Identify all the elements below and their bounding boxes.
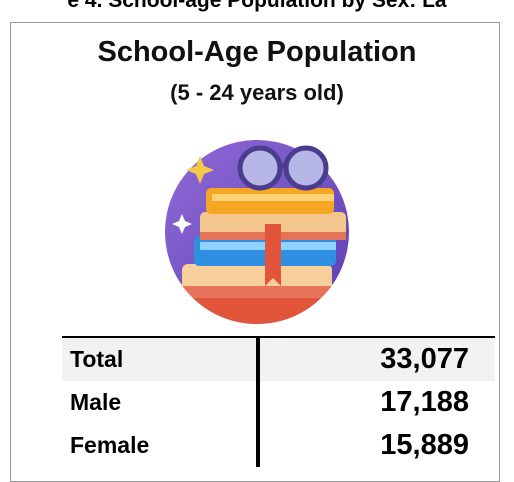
row-label: Male (62, 381, 258, 424)
page: {"header": {"caption": "e 4. School-age … (0, 0, 514, 468)
title: School-Age Population (0, 36, 514, 69)
row-value: 33,077 (258, 337, 495, 381)
row: Female 15,889 (62, 424, 495, 467)
row: Male 17,188 (62, 381, 495, 424)
row-label: Female (62, 424, 258, 467)
row-label: Total (62, 337, 258, 381)
books-icon (160, 136, 354, 326)
row-value: 15,889 (258, 424, 495, 467)
population-table: Total 33,077 Male 17,188 Female 15,889 (62, 336, 495, 467)
row-value: 17,188 (258, 381, 495, 424)
subtitle: (5 - 24 years old) (0, 80, 514, 106)
row: Total 33,077 (62, 337, 495, 381)
caption: e 4. School-age Population by Sex: La (0, 0, 514, 13)
